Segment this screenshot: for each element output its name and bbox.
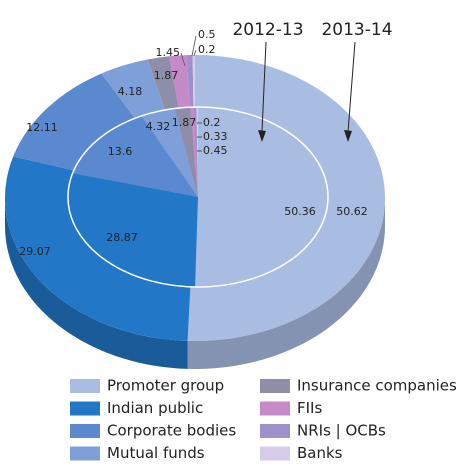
inner-label: 4.32 [146,120,171,133]
series-annotation: 2012-13 [232,20,303,40]
arrow-line [261,41,267,133]
legend-label: FIIs [297,399,322,417]
legend-label: Promoter group [107,377,224,395]
inner-label: 50.36 [284,205,316,218]
inner-label: 28.87 [106,231,138,244]
outer-label: 0.2 [198,43,216,56]
pie-side [5,198,188,369]
legend-label: Indian public [107,399,203,417]
inner-slice [72,115,198,197]
pie-side-shade [5,198,188,369]
leader-line [193,49,197,57]
inner-slice [141,108,198,197]
arrow-head [258,130,266,142]
outer-label: 50.62 [336,205,368,218]
leader-line [191,35,197,57]
pie-side [187,198,385,369]
legend-swatch [70,379,100,393]
outer-label: 1.45 [156,46,181,59]
pie-side-shade [187,198,385,369]
legend-swatch [260,401,290,416]
legend-swatch [260,424,290,438]
inner-label: 0.2 [203,116,221,129]
outer-label: 1.87 [154,69,179,82]
inner-label: 1.87 [172,116,197,129]
legend-label: Insurance companies [297,377,457,395]
legend-label: Corporate bodies [107,422,236,440]
inner-label: 0.45 [203,144,228,157]
inner-label: 0.33 [203,130,228,143]
legend-swatch [70,446,100,461]
outer-label: 29.07 [19,245,51,258]
legend-swatch [260,379,290,393]
arrow-head [344,130,352,142]
outer-label: 0.5 [198,28,216,41]
inner-slice [195,107,328,287]
inner-ring [67,106,329,288]
inner-slice [174,107,198,197]
arrow-line [347,41,356,133]
inner-slice [68,173,198,287]
legend-swatch [70,424,100,438]
legend-label: NRIs | OCBs [297,422,386,440]
inner-label: 13.6 [108,145,133,158]
legend-swatch [70,401,100,416]
inner-slice [196,107,198,197]
series-annotation: 2013-14 [321,20,392,40]
legend-swatch [260,446,290,461]
inner-slice [193,107,198,197]
legend-label: Mutual funds [107,444,205,462]
legend-label: Banks [297,444,343,462]
leader-line [180,52,186,67]
inner-slice [190,107,198,197]
outer-label: 4.18 [118,85,143,98]
outer-label: 12.11 [26,121,58,134]
